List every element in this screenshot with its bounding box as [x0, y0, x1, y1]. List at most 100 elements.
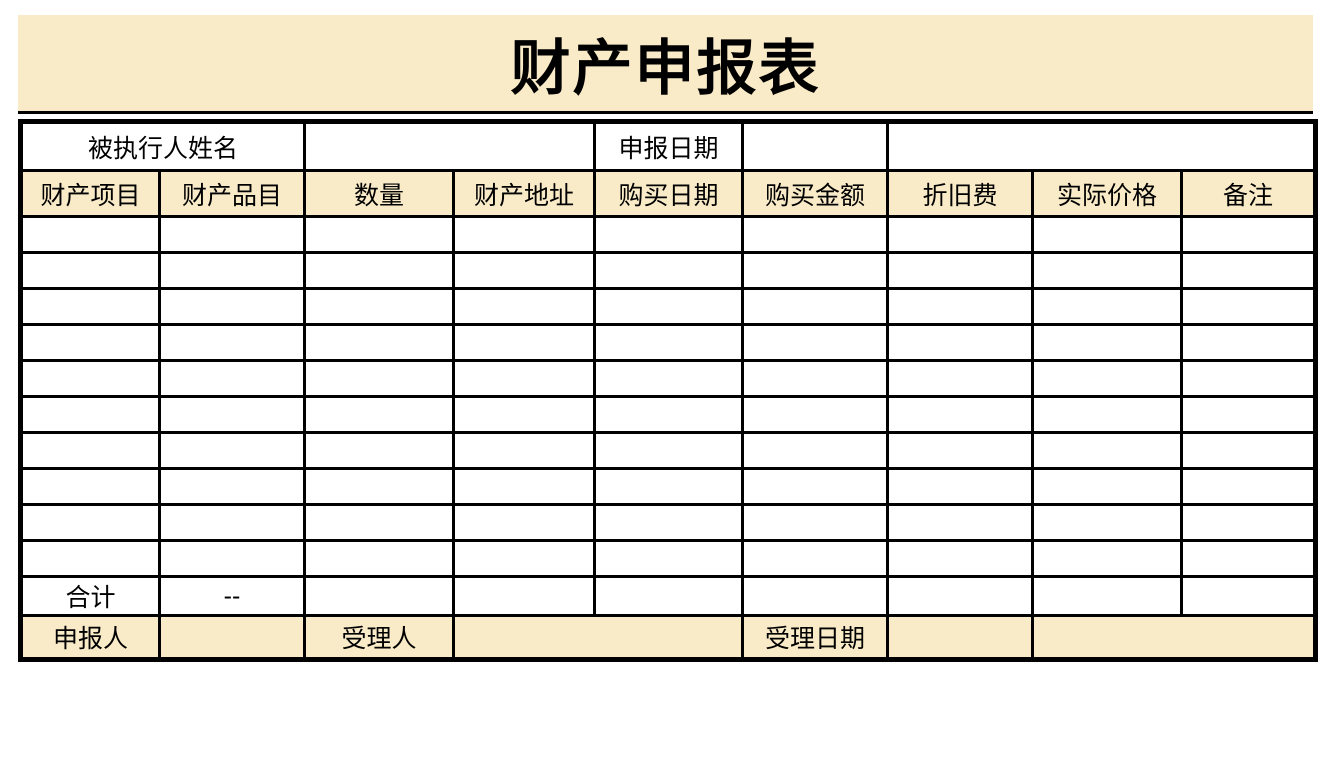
acceptor-input[interactable]	[452, 614, 745, 661]
empty-cell[interactable]	[1031, 251, 1184, 290]
empty-cell[interactable]	[741, 251, 890, 290]
total-empty-cell[interactable]	[593, 575, 745, 617]
empty-cell[interactable]	[452, 431, 597, 470]
total-empty-cell[interactable]	[303, 575, 456, 617]
empty-cell[interactable]	[452, 539, 597, 578]
empty-cell[interactable]	[452, 503, 597, 542]
empty-cell[interactable]	[19, 467, 161, 506]
empty-cell[interactable]	[886, 323, 1035, 362]
empty-cell[interactable]	[593, 395, 745, 434]
empty-cell[interactable]	[1031, 539, 1184, 578]
empty-cell[interactable]	[886, 431, 1035, 470]
empty-cell[interactable]	[741, 359, 890, 398]
empty-cell[interactable]	[452, 395, 597, 434]
empty-cell[interactable]	[1031, 359, 1184, 398]
empty-cell[interactable]	[1031, 287, 1184, 326]
empty-cell[interactable]	[303, 323, 456, 362]
empty-cell[interactable]	[593, 467, 745, 506]
empty-cell[interactable]	[1180, 323, 1318, 362]
empty-cell[interactable]	[303, 539, 456, 578]
empty-cell[interactable]	[157, 215, 307, 254]
empty-cell[interactable]	[157, 287, 307, 326]
empty-cell[interactable]	[157, 395, 307, 434]
executee-name-input[interactable]	[303, 120, 597, 172]
total-empty-cell[interactable]	[452, 575, 597, 617]
empty-cell[interactable]	[303, 215, 456, 254]
empty-cell[interactable]	[157, 503, 307, 542]
empty-cell[interactable]	[452, 359, 597, 398]
empty-cell[interactable]	[741, 503, 890, 542]
empty-cell[interactable]	[157, 251, 307, 290]
empty-cell[interactable]	[19, 503, 161, 542]
empty-cell[interactable]	[1031, 467, 1184, 506]
empty-cell[interactable]	[303, 395, 456, 434]
empty-cell[interactable]	[593, 323, 745, 362]
empty-cell[interactable]	[886, 287, 1035, 326]
empty-cell[interactable]	[593, 431, 745, 470]
empty-cell[interactable]	[886, 539, 1035, 578]
empty-cell[interactable]	[19, 215, 161, 254]
empty-cell[interactable]	[1180, 539, 1318, 578]
empty-cell[interactable]	[593, 359, 745, 398]
empty-cell[interactable]	[452, 323, 597, 362]
empty-cell[interactable]	[157, 359, 307, 398]
empty-cell[interactable]	[19, 287, 161, 326]
empty-cell[interactable]	[452, 467, 597, 506]
empty-cell[interactable]	[157, 431, 307, 470]
empty-cell[interactable]	[1180, 467, 1318, 506]
info-extra-input[interactable]	[886, 120, 1318, 172]
total-empty-cell[interactable]	[1031, 575, 1184, 617]
empty-cell[interactable]	[1180, 503, 1318, 542]
empty-cell[interactable]	[452, 287, 597, 326]
empty-cell[interactable]	[19, 395, 161, 434]
accept-date-input[interactable]	[886, 614, 1035, 661]
empty-cell[interactable]	[1031, 431, 1184, 470]
empty-cell[interactable]	[1031, 503, 1184, 542]
empty-cell[interactable]	[1180, 395, 1318, 434]
empty-cell[interactable]	[19, 539, 161, 578]
empty-cell[interactable]	[1180, 359, 1318, 398]
empty-cell[interactable]	[886, 215, 1035, 254]
empty-cell[interactable]	[1031, 215, 1184, 254]
empty-cell[interactable]	[886, 395, 1035, 434]
empty-cell[interactable]	[157, 323, 307, 362]
empty-cell[interactable]	[303, 359, 456, 398]
empty-cell[interactable]	[19, 323, 161, 362]
empty-cell[interactable]	[886, 503, 1035, 542]
empty-cell[interactable]	[19, 359, 161, 398]
empty-cell[interactable]	[593, 503, 745, 542]
footer-extra-input[interactable]	[1031, 614, 1318, 661]
empty-cell[interactable]	[1180, 287, 1318, 326]
empty-cell[interactable]	[741, 467, 890, 506]
empty-cell[interactable]	[303, 503, 456, 542]
empty-cell[interactable]	[741, 215, 890, 254]
empty-cell[interactable]	[157, 539, 307, 578]
total-empty-cell[interactable]	[741, 575, 890, 617]
empty-cell[interactable]	[593, 251, 745, 290]
empty-cell[interactable]	[593, 287, 745, 326]
empty-cell[interactable]	[741, 323, 890, 362]
empty-cell[interactable]	[593, 539, 745, 578]
empty-cell[interactable]	[1031, 395, 1184, 434]
empty-cell[interactable]	[1180, 431, 1318, 470]
empty-cell[interactable]	[886, 359, 1035, 398]
empty-cell[interactable]	[741, 395, 890, 434]
empty-cell[interactable]	[741, 431, 890, 470]
empty-cell[interactable]	[19, 431, 161, 470]
empty-cell[interactable]	[741, 287, 890, 326]
empty-cell[interactable]	[452, 215, 597, 254]
empty-cell[interactable]	[303, 431, 456, 470]
empty-cell[interactable]	[741, 539, 890, 578]
empty-cell[interactable]	[303, 467, 456, 506]
empty-cell[interactable]	[886, 467, 1035, 506]
empty-cell[interactable]	[157, 467, 307, 506]
total-empty-cell[interactable]	[1180, 575, 1318, 617]
empty-cell[interactable]	[303, 251, 456, 290]
empty-cell[interactable]	[452, 251, 597, 290]
empty-cell[interactable]	[19, 251, 161, 290]
empty-cell[interactable]	[886, 251, 1035, 290]
empty-cell[interactable]	[303, 287, 456, 326]
empty-cell[interactable]	[1031, 323, 1184, 362]
total-empty-cell[interactable]	[886, 575, 1035, 617]
declarant-input[interactable]	[157, 614, 307, 661]
